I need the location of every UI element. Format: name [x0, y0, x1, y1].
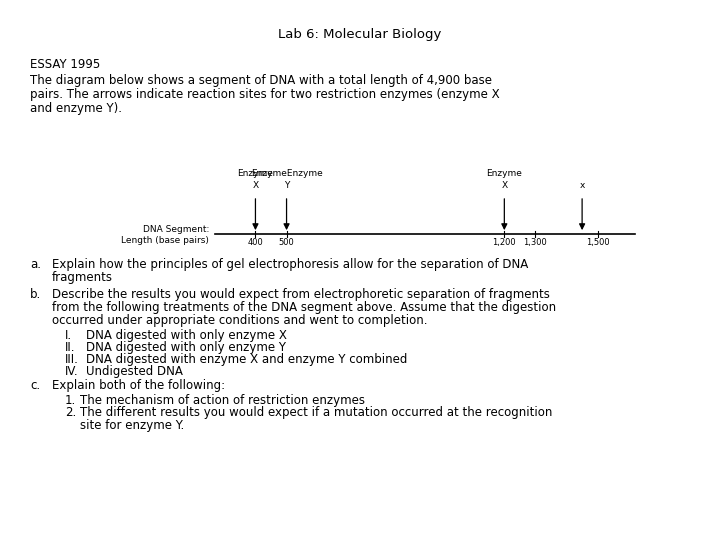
Text: Lab 6: Molecular Biology: Lab 6: Molecular Biology [279, 28, 441, 41]
Text: x: x [580, 181, 585, 190]
Text: 500: 500 [279, 238, 294, 247]
Text: and enzyme Y).: and enzyme Y). [30, 102, 122, 115]
Text: Enzyme: Enzyme [238, 169, 274, 178]
Text: 1.: 1. [65, 394, 76, 407]
Text: III.: III. [65, 353, 79, 366]
Text: ESSAY 1995: ESSAY 1995 [30, 58, 100, 71]
Text: pairs. The arrows indicate reaction sites for two restriction enzymes (enzyme X: pairs. The arrows indicate reaction site… [30, 88, 500, 101]
Text: Length (base pairs): Length (base pairs) [121, 236, 209, 245]
Text: DNA digested with enzyme X and enzyme Y combined: DNA digested with enzyme X and enzyme Y … [86, 353, 408, 366]
Text: b.: b. [30, 288, 41, 301]
Text: IV.: IV. [65, 365, 78, 378]
Text: a.: a. [30, 258, 41, 271]
Text: EnzymeEnzyme: EnzymeEnzyme [251, 169, 323, 178]
Text: c.: c. [30, 379, 40, 392]
Text: The diagram below shows a segment of DNA with a total length of 4,900 base: The diagram below shows a segment of DNA… [30, 74, 492, 87]
Text: The different results you would expect if a mutation occurred at the recognition: The different results you would expect i… [80, 406, 552, 419]
Text: X: X [253, 181, 258, 190]
Text: 1,300: 1,300 [523, 238, 547, 247]
Text: fragments: fragments [52, 271, 113, 284]
Text: The mechanism of action of restriction enzymes: The mechanism of action of restriction e… [80, 394, 365, 407]
Text: occurred under appropriate conditions and went to completion.: occurred under appropriate conditions an… [52, 314, 428, 327]
Text: II.: II. [65, 341, 76, 354]
Text: 1,500: 1,500 [586, 238, 609, 247]
Text: Undigested DNA: Undigested DNA [86, 365, 183, 378]
Text: X: X [501, 181, 508, 190]
Text: Y: Y [284, 181, 289, 190]
Text: Describe the results you would expect from electrophoretic separation of fragmen: Describe the results you would expect fr… [52, 288, 550, 301]
Text: Explain both of the following:: Explain both of the following: [52, 379, 225, 392]
Text: site for enzyme Y.: site for enzyme Y. [80, 419, 184, 432]
Text: 400: 400 [248, 238, 264, 247]
Text: 1,200: 1,200 [492, 238, 516, 247]
Text: DNA digested with only enzyme Y: DNA digested with only enzyme Y [86, 341, 286, 354]
Text: Enzyme: Enzyme [487, 169, 522, 178]
Text: I.: I. [65, 329, 72, 342]
Text: Explain how the principles of gel electrophoresis allow for the separation of DN: Explain how the principles of gel electr… [52, 258, 528, 271]
Text: DNA digested with only enzyme X: DNA digested with only enzyme X [86, 329, 287, 342]
Text: DNA Segment:: DNA Segment: [143, 225, 209, 234]
Text: from the following treatments of the DNA segment above. Assume that the digestio: from the following treatments of the DNA… [52, 301, 556, 314]
Text: 2.: 2. [65, 406, 76, 419]
